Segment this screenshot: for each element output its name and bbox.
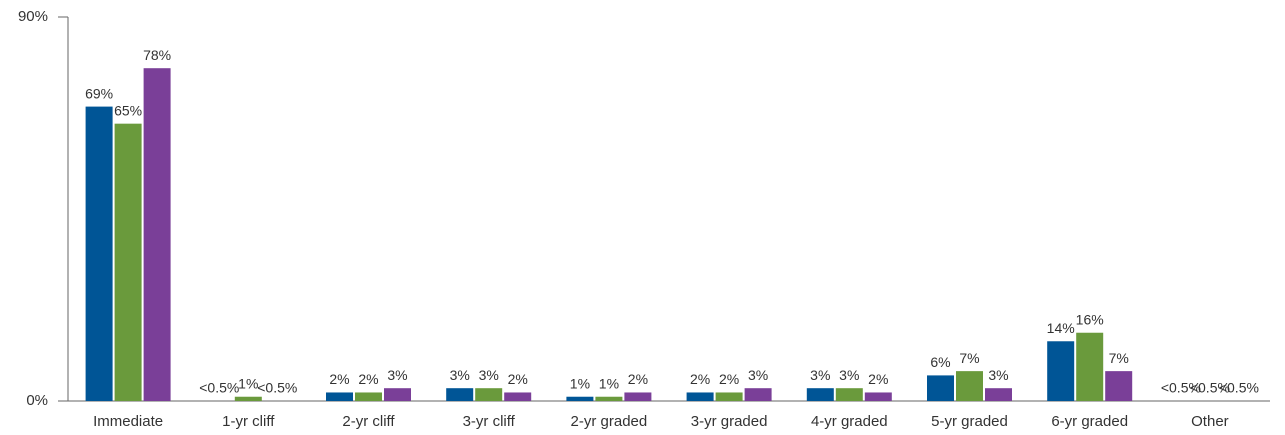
x-tick-label: Other bbox=[1191, 413, 1229, 430]
bar bbox=[595, 396, 623, 401]
value-label: 1% bbox=[599, 375, 619, 391]
value-label: <0.5% bbox=[257, 380, 297, 396]
bar bbox=[686, 392, 714, 401]
value-label: 7% bbox=[1109, 350, 1129, 366]
value-label: 2% bbox=[358, 371, 378, 387]
bar bbox=[85, 106, 113, 401]
value-label: 3% bbox=[988, 367, 1008, 383]
bar bbox=[715, 392, 743, 401]
x-tick-label: Immediate bbox=[93, 413, 163, 430]
x-tick-label: 1-yr cliff bbox=[222, 413, 275, 430]
value-label: 3% bbox=[479, 367, 499, 383]
bar bbox=[956, 371, 983, 401]
value-label: 2% bbox=[329, 371, 349, 387]
x-tick-label: 3-yr graded bbox=[691, 413, 768, 430]
value-label: 2% bbox=[690, 371, 710, 387]
bar bbox=[1105, 371, 1133, 401]
value-label: 3% bbox=[387, 367, 407, 383]
bar bbox=[384, 388, 411, 401]
bar bbox=[864, 392, 892, 401]
bar bbox=[355, 392, 382, 401]
value-label: 78% bbox=[143, 47, 171, 63]
bar bbox=[234, 396, 262, 401]
bar bbox=[985, 388, 1012, 401]
value-label: 3% bbox=[810, 367, 830, 383]
bar bbox=[1047, 341, 1075, 401]
x-tick-label: 4-yr graded bbox=[811, 413, 888, 430]
bar bbox=[624, 392, 652, 401]
x-tick-label: 2-yr graded bbox=[571, 413, 648, 430]
value-label: 3% bbox=[839, 367, 859, 383]
bar bbox=[927, 375, 954, 401]
bar bbox=[504, 392, 532, 401]
y-tick-label: 90% bbox=[18, 8, 48, 25]
bar bbox=[446, 388, 474, 401]
value-label: <0.5% bbox=[1161, 380, 1201, 396]
bar bbox=[835, 388, 863, 401]
value-label: 2% bbox=[868, 371, 888, 387]
value-label: 3% bbox=[748, 367, 768, 383]
bar bbox=[475, 388, 503, 401]
value-label: 14% bbox=[1047, 320, 1075, 336]
value-label: <0.5% bbox=[1190, 380, 1230, 396]
value-label: 2% bbox=[719, 371, 739, 387]
value-label: <0.5% bbox=[1219, 380, 1259, 396]
value-label: 3% bbox=[450, 367, 470, 383]
value-label: 7% bbox=[959, 350, 979, 366]
bar bbox=[114, 123, 142, 402]
x-tick-label: 6-yr graded bbox=[1051, 413, 1128, 430]
bar bbox=[1076, 332, 1104, 401]
value-label: 16% bbox=[1076, 311, 1104, 327]
value-label: 65% bbox=[114, 102, 142, 118]
bar bbox=[744, 388, 772, 401]
value-label: 2% bbox=[628, 371, 648, 387]
y-tick-label: 0% bbox=[26, 392, 48, 409]
bar bbox=[143, 68, 171, 401]
value-label: 6% bbox=[930, 354, 950, 370]
value-label: 69% bbox=[85, 85, 113, 101]
value-label: <0.5% bbox=[199, 380, 239, 396]
x-tick-label: 3-yr cliff bbox=[463, 413, 516, 430]
value-label: 1% bbox=[570, 375, 590, 391]
x-tick-label: 2-yr cliff bbox=[342, 413, 395, 430]
value-label: 1% bbox=[238, 375, 258, 391]
bar bbox=[806, 388, 834, 401]
value-label: 2% bbox=[508, 371, 528, 387]
bar bbox=[326, 392, 353, 401]
x-tick-label: 5-yr graded bbox=[931, 413, 1008, 430]
bar bbox=[566, 396, 594, 401]
